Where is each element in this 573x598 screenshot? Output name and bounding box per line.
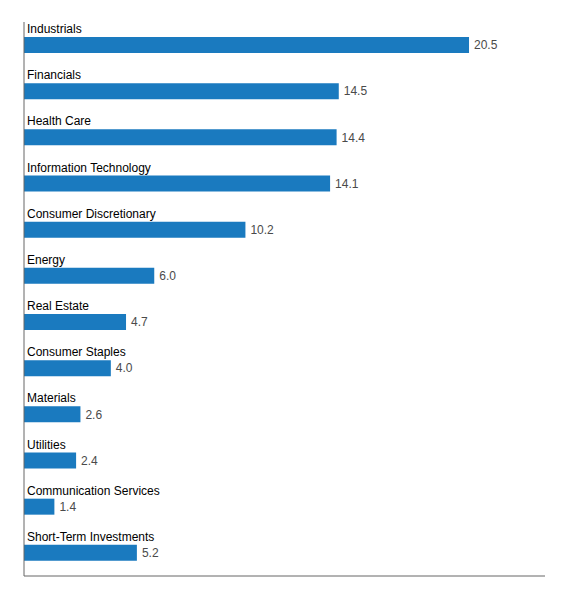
svg-text:2.4: 2.4 xyxy=(81,454,98,468)
svg-text:6.0: 6.0 xyxy=(159,269,176,283)
svg-text:4.7: 4.7 xyxy=(131,315,148,329)
svg-text:Utilities: Utilities xyxy=(27,438,66,452)
svg-text:Energy: Energy xyxy=(27,253,65,267)
svg-text:Materials: Materials xyxy=(27,391,76,405)
svg-text:20.5: 20.5 xyxy=(474,38,498,52)
svg-text:Real Estate: Real Estate xyxy=(27,299,89,313)
svg-text:14.4: 14.4 xyxy=(342,131,366,145)
svg-text:1.4: 1.4 xyxy=(59,500,76,514)
svg-text:Financials: Financials xyxy=(27,68,81,82)
svg-text:2.6: 2.6 xyxy=(85,408,102,422)
svg-text:5.2: 5.2 xyxy=(142,546,159,560)
svg-text:Short-Term Investments: Short-Term Investments xyxy=(27,530,154,544)
svg-text:4.0: 4.0 xyxy=(116,361,133,375)
svg-text:14.1: 14.1 xyxy=(335,177,359,191)
svg-text:Health Care: Health Care xyxy=(27,114,91,128)
svg-text:Information Technology: Information Technology xyxy=(27,161,151,175)
svg-text:Consumer Discretionary: Consumer Discretionary xyxy=(27,207,156,221)
svg-text:Communication Services: Communication Services xyxy=(27,484,160,498)
svg-text:Industrials: Industrials xyxy=(27,22,82,36)
svg-text:Consumer Staples: Consumer Staples xyxy=(27,345,126,359)
svg-text:10.2: 10.2 xyxy=(250,223,274,237)
svg-text:14.5: 14.5 xyxy=(344,84,368,98)
